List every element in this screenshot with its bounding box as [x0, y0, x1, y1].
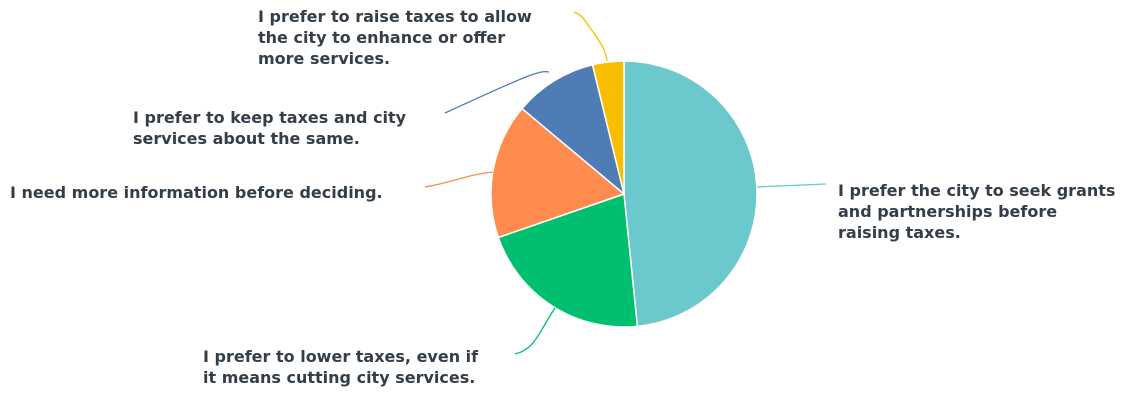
slice-label-line: raising taxes.	[838, 223, 961, 242]
slice-label-3: I need more information before deciding.	[10, 183, 383, 202]
pie-slice-5	[591, 60, 625, 195]
leader-line-4	[444, 70, 550, 114]
pie-slice-2	[497, 192, 639, 328]
pie-slice-4	[520, 63, 626, 197]
slice-label-2: I prefer to lower taxes, even if it means…	[203, 347, 479, 387]
slice-label-line: and partnerships before	[838, 202, 1057, 221]
pie-slice-1	[623, 60, 758, 328]
slice-label-line: it means cutting city services.	[203, 368, 475, 387]
slice-label-line: I need more information before deciding.	[10, 183, 383, 202]
pie-slice-3	[490, 107, 626, 239]
leader-line-1	[756, 183, 827, 188]
leader-lines	[424, 11, 827, 355]
pie-slices	[490, 60, 758, 328]
slice-label-line: I prefer to lower taxes, even if	[203, 347, 479, 366]
slice-label-line: I prefer to raise taxes to allow	[258, 7, 532, 26]
slice-label-line: the city to enhance or offer	[258, 28, 505, 47]
slice-label-5: I prefer to raise taxes to allow the city…	[258, 7, 532, 68]
slice-labels: I prefer the city to seek grants and part…	[10, 7, 1115, 387]
slice-label-line: more services.	[258, 49, 390, 68]
slice-label-line: services about the same.	[133, 129, 360, 148]
leader-line-3	[424, 171, 494, 188]
slice-label-line: I prefer to keep taxes and city	[133, 108, 407, 127]
leader-line-5	[573, 11, 608, 62]
slice-label-1: I prefer the city to seek grants and part…	[838, 181, 1115, 242]
slice-label-line: I prefer the city to seek grants	[838, 181, 1115, 200]
leader-line-2	[514, 307, 556, 355]
slice-label-4: I prefer to keep taxes and city services …	[133, 108, 407, 148]
